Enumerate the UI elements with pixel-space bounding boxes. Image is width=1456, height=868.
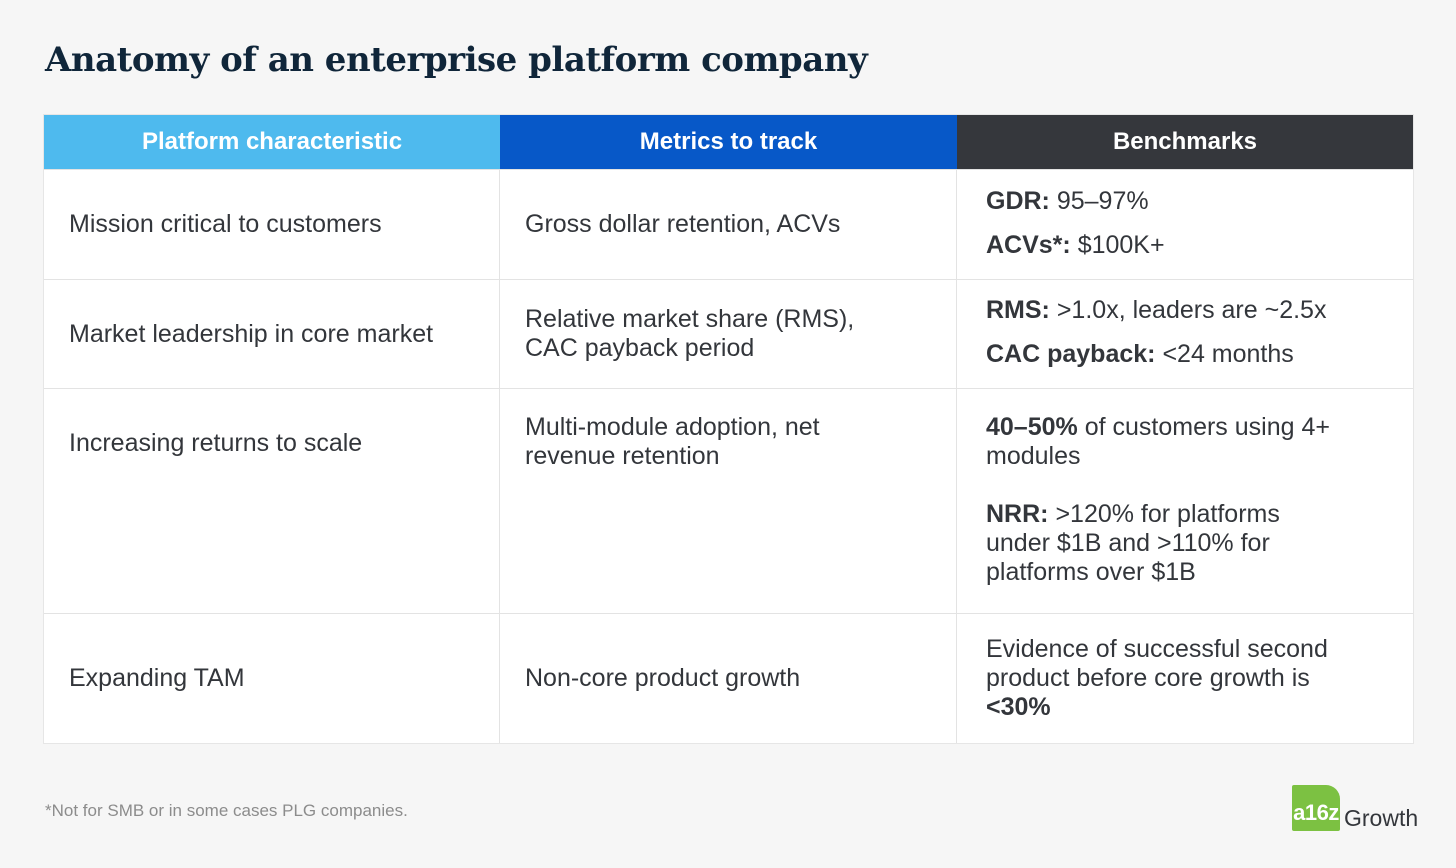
metrics-cell: Relative market share (RMS), CAC payback… [500, 280, 957, 388]
benchmark-line: ACVs*: $100K+ [986, 231, 1165, 259]
column-header-metrics: Metrics to track [500, 115, 957, 169]
benchmarks-cell: GDR: 95–97% ACVs*: $100K+ [957, 170, 1413, 279]
column-header-characteristic: Platform characteristic [44, 115, 500, 169]
benchmarks-cell: RMS: >1.0x, leaders are ~2.5x CAC paybac… [957, 280, 1413, 388]
column-header-benchmarks: Benchmarks [957, 115, 1413, 169]
page-title: Anatomy of an enterprise platform compan… [45, 40, 868, 80]
table-row: Market leadership in core market Relativ… [44, 279, 1413, 388]
footnote: *Not for SMB or in some cases PLG compan… [45, 801, 408, 820]
logo-text: Growth [1344, 805, 1419, 831]
table-header: Platform characteristic Metrics to track… [44, 115, 1413, 169]
benchmark-line: NRR: >120% for platforms under $1B and >… [986, 500, 1280, 586]
characteristic-cell: Increasing returns to scale [44, 389, 500, 613]
a16z-logo-icon: a16z [1292, 784, 1340, 831]
table-row: Expanding TAM Non-core product growth Ev… [44, 613, 1413, 743]
benchmark-line: 40–50% of customers using 4+ modules [986, 413, 1330, 470]
metrics-cell: Gross dollar retention, ACVs [500, 170, 957, 279]
metrics-cell: Non-core product growth [500, 614, 957, 743]
benchmark-line: RMS: >1.0x, leaders are ~2.5x [986, 296, 1327, 324]
characteristic-cell: Expanding TAM [44, 614, 500, 743]
benchmark-line: GDR: 95–97% [986, 187, 1149, 215]
characteristic-cell: Mission critical to customers [44, 170, 500, 279]
table-row: Mission critical to customers Gross doll… [44, 169, 1413, 279]
characteristic-cell: Market leadership in core market [44, 280, 500, 388]
benchmark-table: Platform characteristic Metrics to track… [44, 115, 1413, 743]
table-row: Increasing returns to scale Multi-module… [44, 388, 1413, 613]
benchmark-line: Evidence of successful second product be… [986, 635, 1328, 721]
metrics-cell: Multi-module adoption, net revenue reten… [500, 389, 957, 613]
benchmarks-cell: Evidence of successful second product be… [957, 614, 1413, 743]
benchmark-line: CAC payback: <24 months [986, 340, 1294, 368]
benchmarks-cell: 40–50% of customers using 4+ modules NRR… [957, 389, 1413, 613]
a16z-growth-logo: a16z Growth [1292, 783, 1418, 832]
